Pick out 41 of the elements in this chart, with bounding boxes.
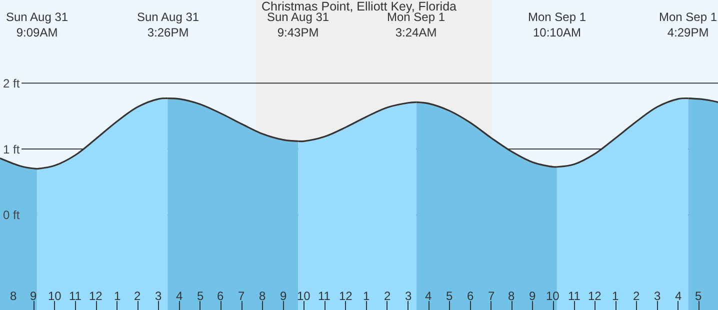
- x-tick-label: 11: [69, 289, 82, 303]
- y-tick-label: 0 ft: [3, 208, 20, 222]
- x-tick-label: 5: [197, 289, 204, 303]
- x-tick-label: 10: [48, 289, 62, 303]
- x-tick-label: 3: [405, 289, 412, 303]
- x-tick-label: 10: [297, 289, 311, 303]
- x-tick-label: 4: [425, 289, 432, 303]
- annotation: Mon Sep 1 4:29PM: [659, 10, 718, 40]
- x-tick-label: 9: [529, 289, 536, 303]
- x-tick-label: 1: [612, 289, 619, 303]
- x-tick-label: 8: [10, 289, 17, 303]
- x-tick-label: 8: [508, 289, 515, 303]
- x-tick-label: 11: [318, 289, 331, 303]
- x-tick-label: 4: [176, 289, 183, 303]
- x-tick-label: 1: [114, 289, 121, 303]
- x-tick-label: 9: [30, 289, 37, 303]
- x-tick-label: 1: [363, 289, 370, 303]
- x-tick-label: 6: [467, 289, 474, 303]
- x-tick-label: 4: [675, 289, 682, 303]
- x-tick-label: 12: [89, 289, 103, 303]
- x-tick-label: 2: [633, 289, 640, 303]
- x-tick-label: 3: [155, 289, 162, 303]
- x-tick-label: 6: [217, 289, 224, 303]
- x-tick-label: 12: [588, 289, 602, 303]
- x-tick-label: 9: [280, 289, 287, 303]
- y-tick-label: 1 ft: [3, 142, 20, 156]
- x-tick-label: 2: [384, 289, 391, 303]
- x-tick-label: 7: [238, 289, 245, 303]
- y-tick-label: 2 ft: [3, 76, 20, 90]
- annotation: Sun Aug 31 9:09AM: [6, 10, 68, 40]
- x-tick-label: 10: [546, 289, 560, 303]
- x-tick-label: 3: [654, 289, 661, 303]
- x-tick-label: 11: [568, 289, 581, 303]
- x-tick-label: 12: [339, 289, 353, 303]
- x-tick-label: 2: [134, 289, 141, 303]
- x-tick-label: 8: [259, 289, 266, 303]
- x-tick-label: 5: [446, 289, 453, 303]
- x-tick-label: 7: [488, 289, 495, 303]
- annotation: Mon Sep 1 10:10AM: [528, 10, 586, 40]
- x-tick-label: 5: [695, 289, 702, 303]
- annotation: Sun Aug 31 3:26PM: [137, 10, 200, 40]
